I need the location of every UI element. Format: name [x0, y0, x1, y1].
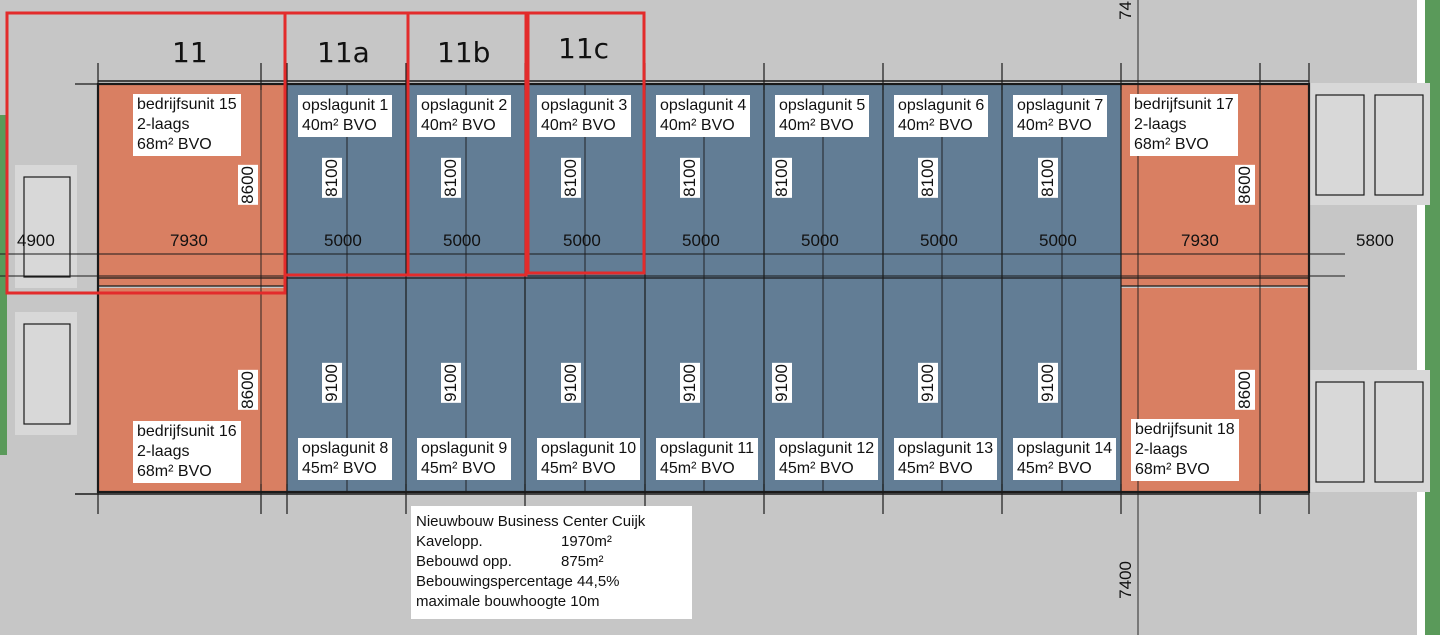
- column-label-11b: 11b: [437, 36, 491, 69]
- dim-opslag-6-width: 5000: [920, 231, 958, 250]
- dim-left-margin: 4900: [17, 231, 55, 250]
- dim-opslag-7-width: 5000: [1039, 231, 1077, 250]
- opslagunit-6-label: opslagunit 6 40m² BVO: [894, 95, 989, 137]
- bedrijfsunit-17-label: bedrijfsunit 17 2-laags 68m² BVO: [1130, 94, 1238, 156]
- opslagunit-7-label: opslagunit 7 40m² BVO: [1013, 95, 1108, 137]
- highlight-frame-11b: [406, 11, 528, 277]
- info-row-percentage: Bebouwingspercentage 44,5%: [416, 573, 620, 590]
- parking-bay-left-bottom: [15, 312, 77, 435]
- parking-space-left-top: [23, 176, 71, 278]
- dim-opslag-4-width: 5000: [682, 231, 720, 250]
- dim-unit-18-depth: 8600: [1235, 370, 1255, 410]
- dim-top-depth-2: 8100: [441, 158, 461, 198]
- info-row-kavelopp: Kavelopp. 1970m²: [416, 533, 612, 550]
- dim-right-margin: 5800: [1356, 231, 1394, 250]
- building-outline: [96, 82, 1311, 494]
- opslagunit-9-label: opslagunit 9 45m² BVO: [417, 438, 512, 480]
- info-row-bebouwd: Bebouwd opp. 875m²: [416, 553, 604, 570]
- site-edge-left: [0, 115, 7, 455]
- project-info-box: Nieuwbouw Business Center Cuijk Kavelopp…: [411, 506, 692, 619]
- site-edge-right-strip: [1417, 0, 1425, 635]
- dim-opslag-2-width: 5000: [443, 231, 481, 250]
- opslagunit-10-label: opslagunit 10 45m² BVO: [537, 438, 641, 480]
- dim-bottom-depth-8: 9100: [322, 363, 342, 403]
- dim-bottom-depth-11: 9100: [680, 363, 700, 403]
- parking-space-right-top-1: [1315, 94, 1365, 196]
- dim-right-unit-width: 7930: [1181, 231, 1219, 250]
- parking-bay-left-top: [15, 165, 77, 288]
- opslagunit-3-label: opslagunit 3 40m² BVO: [537, 95, 632, 137]
- opslagunit-13-label: opslagunit 13 45m² BVO: [894, 438, 998, 480]
- dim-unit-16-depth: 8600: [238, 370, 258, 410]
- dim-top-depth-4: 8100: [680, 158, 700, 198]
- dim-bottom-depth-12: 9100: [772, 363, 792, 403]
- dim-top-depth-5: 8100: [772, 158, 792, 198]
- opslagunit-14-label: opslagunit 14 45m² BVO: [1013, 438, 1117, 480]
- column-label-11c: 11c: [558, 32, 610, 65]
- opslagunit-8-label: opslagunit 8 45m² BVO: [298, 438, 393, 480]
- dim-top-depth-7: 8100: [1038, 158, 1058, 198]
- dim-top-depth-6: 8100: [918, 158, 938, 198]
- dim-opslag-5-width: 5000: [801, 231, 839, 250]
- info-row-bouwhoogte: maximale bouwhoogte 10m: [416, 593, 600, 610]
- bedrijfsunit-18-label: bedrijfsunit 18 2-laags 68m² BVO: [1131, 419, 1239, 481]
- bedrijfsunit-16-label: bedrijfsunit 16 2-laags 68m² BVO: [133, 421, 241, 483]
- dim-top-depth-3: 8100: [561, 158, 581, 198]
- dim-vertical-offset: 7400: [1116, 561, 1135, 599]
- info-title: Nieuwbouw Business Center Cuijk: [416, 513, 646, 530]
- opslagunit-12-label: opslagunit 12 45m² BVO: [775, 438, 879, 480]
- dim-vertical-offset-partial: 74: [1116, 1, 1135, 20]
- column-label-11a: 11a: [317, 36, 370, 69]
- dim-unit-17-depth: 8600: [1235, 165, 1255, 205]
- opslagunit-1-label: opslagunit 1 40m² BVO: [298, 95, 393, 137]
- parking-space-left-bottom: [23, 323, 71, 425]
- opslagunit-5-label: opslagunit 5 40m² BVO: [775, 95, 870, 137]
- dim-bottom-depth-9: 9100: [441, 363, 461, 403]
- parking-space-right-bottom-1: [1315, 381, 1365, 483]
- dim-bottom-depth-10: 9100: [561, 363, 581, 403]
- highlight-frame-11c: [526, 11, 646, 275]
- dim-top-depth-1: 8100: [322, 158, 342, 198]
- dim-opslag-1-width: 5000: [324, 231, 362, 250]
- dim-bottom-depth-14: 9100: [1038, 363, 1058, 403]
- opslagunit-2-label: opslagunit 2 40m² BVO: [417, 95, 512, 137]
- opslagunit-4-label: opslagunit 4 40m² BVO: [656, 95, 751, 137]
- parking-bay-right-top: [1308, 83, 1430, 205]
- opslagunit-11-label: opslagunit 11 45m² BVO: [656, 438, 758, 480]
- dim-left-unit-width: 7930: [170, 231, 208, 250]
- parking-space-right-top-2: [1374, 94, 1424, 196]
- parking-space-right-bottom-2: [1374, 381, 1424, 483]
- column-label-11: 11: [172, 36, 208, 69]
- bedrijfsunit-15-label: bedrijfsunit 15 2-laags 68m² BVO: [133, 94, 241, 156]
- dim-unit-15-depth: 8600: [238, 165, 258, 205]
- dim-bottom-depth-13: 9100: [918, 363, 938, 403]
- dim-opslag-3-width: 5000: [563, 231, 601, 250]
- parking-bay-right-bottom: [1308, 370, 1430, 492]
